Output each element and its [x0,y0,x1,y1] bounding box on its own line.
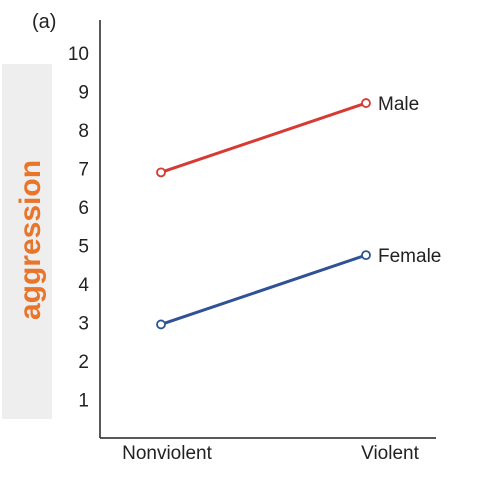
y-tick-label: 8 [78,121,89,142]
x-tick-label: Violent [361,443,419,464]
series-layer: Male Female [156,94,441,330]
x-tick-labels: Nonviolent Violent [122,443,419,464]
x-tick-label: Nonviolent [122,443,212,464]
series-label-female: Female [378,246,441,267]
y-tick-label: 9 [78,83,89,104]
data-point [361,98,371,108]
y-tick-labels: 1 2 3 4 5 6 7 8 9 10 [68,44,90,412]
y-tick-label: 1 [78,391,89,412]
data-point [361,250,371,261]
data-point [156,319,166,330]
panel-label: (a) [32,11,56,33]
ylabel-panel [2,64,52,419]
y-tick-label: 7 [78,160,89,181]
y-tick-label: 2 [78,352,89,373]
y-tick-label: 5 [78,237,89,258]
series-line-female [160,253,367,326]
series-line-male [160,101,367,174]
data-point [156,167,166,178]
y-tick-label: 3 [78,314,89,335]
y-tick-label: 4 [78,275,89,296]
y-tick-label: 6 [78,198,89,219]
y-tick-label: 10 [68,44,89,65]
series-label-male: Male [378,94,419,115]
y-axis-label: aggression [14,160,47,320]
